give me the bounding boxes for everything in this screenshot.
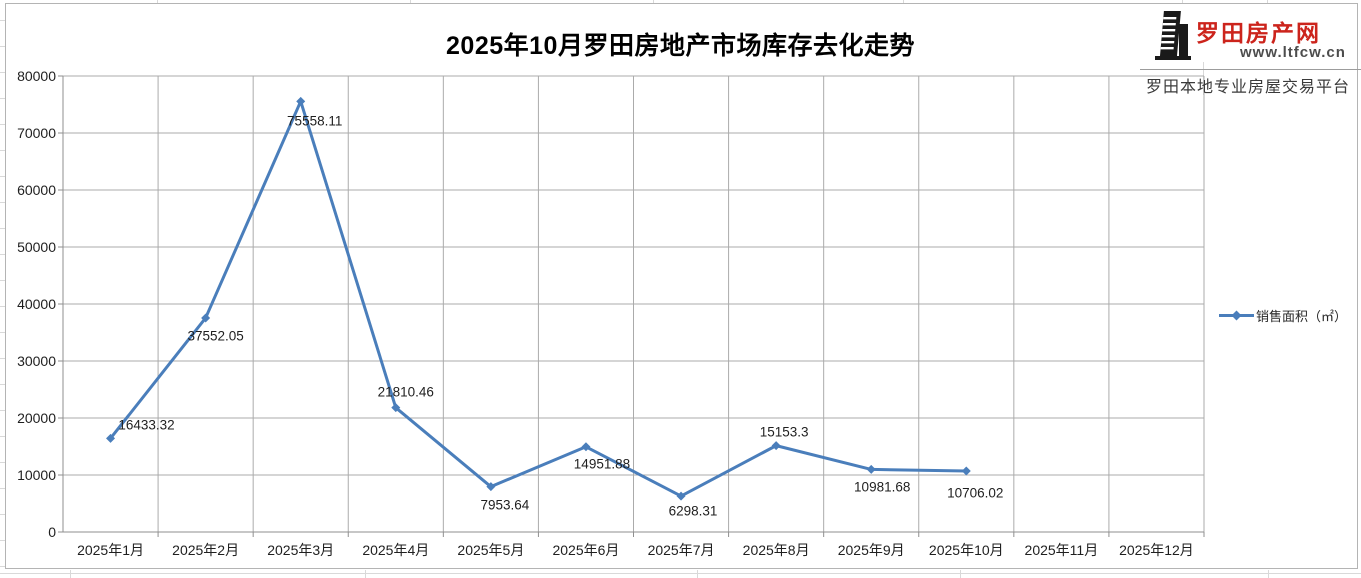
gridline-stub [0,462,5,463]
y-axis-label: 50000 [17,239,56,255]
data-label: 37552.05 [187,328,244,344]
data-label: 7953.64 [480,497,530,513]
gridline-stub [960,570,961,578]
y-axis-label: 40000 [17,296,56,312]
chart-legend: 销售面积（㎡） [1219,306,1347,325]
gridline-stub [0,124,5,125]
x-axis-label: 2025年1月 [77,542,144,558]
x-axis-label: 2025年9月 [837,542,905,558]
gridline-stub [0,436,5,437]
gridline-stub [0,410,5,411]
gridline-stub [410,0,411,3]
gridline-stub [0,384,5,385]
data-label: 14951.88 [573,456,631,472]
x-axis-label: 2025年2月 [172,542,240,558]
chart-title: 2025年10月罗田房地产市场库存去化走势 [446,32,915,60]
x-axis-label: 2025年5月 [457,542,525,558]
gridline-stub [0,228,5,229]
gridline-stub [0,72,5,73]
x-axis-label: 2025年10月 [928,542,1004,558]
legend-label: 销售面积（㎡） [1256,309,1348,324]
x-axis-label: 2025年3月 [267,542,335,558]
gridline-stub [157,0,158,3]
logo-divider [1140,69,1361,70]
gridline-stub [0,566,5,567]
x-axis-label: 2025年6月 [552,542,620,558]
gridline-stub [0,540,5,541]
gridline-stub [903,0,904,3]
gridline-stub [0,176,5,177]
x-axis-label: 2025年12月 [1119,542,1194,558]
gridline-stub [697,570,698,578]
gridline-stub [0,202,5,203]
data-label: 16433.32 [118,417,175,433]
chart-area-border [5,3,1358,569]
gridline-stub [1267,0,1268,3]
gridline-stub [0,254,5,255]
site-name: 罗田房产网 [1196,20,1321,46]
gridline-stub [0,514,5,515]
gridline-stub [0,46,5,47]
data-label: 10706.02 [947,485,1004,501]
gridline-stub [0,488,5,489]
legend-line-marker-icon [1219,310,1254,321]
y-axis-label: 30000 [17,353,56,369]
gridline-stub [0,98,5,99]
data-label: 21810.46 [377,384,434,400]
gridline-stub [0,573,1361,574]
data-label: 6298.31 [668,503,718,519]
gridline-stub [0,280,5,281]
gridline-stub [1268,570,1269,578]
data-label: 75558.11 [287,113,343,129]
gridline-stub [70,570,71,578]
site-url: www.ltfcw.cn [1240,44,1346,61]
y-axis-label: 70000 [17,125,56,141]
y-axis-label: 60000 [17,182,56,198]
gridline-stub [0,20,5,21]
x-axis-label: 2025年7月 [647,542,715,558]
y-axis-label: 80000 [17,68,56,84]
data-label: 10981.68 [854,479,911,495]
gridline-stub [0,358,5,359]
x-axis-label: 2025年8月 [742,542,810,558]
y-axis-label: 10000 [17,467,56,483]
data-label: 15153.3 [759,424,809,440]
buildings-icon [1155,11,1191,60]
site-tagline: 罗田本地专业房屋交易平台 [1146,79,1351,96]
gridline-stub [0,150,5,151]
x-axis-label: 2025年4月 [362,542,430,558]
gridline-stub [1182,0,1183,3]
gridline-stub [653,0,654,3]
x-axis-label: 2025年11月 [1024,542,1099,558]
y-axis-label: 0 [48,524,56,540]
gridline-stub [365,570,366,578]
gridline-stub [0,306,5,307]
gridline-stub [0,332,5,333]
y-axis-label: 20000 [17,410,56,426]
